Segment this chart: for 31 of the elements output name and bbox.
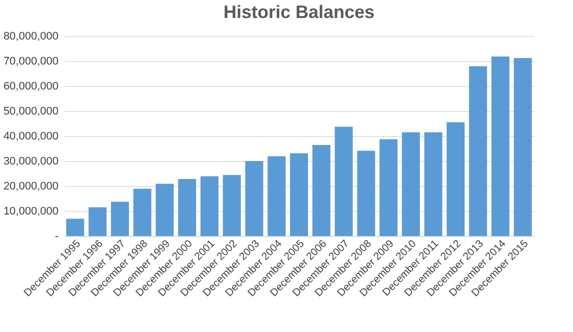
bar [446, 122, 465, 236]
y-tick-label: 40,000,000 [3, 130, 58, 142]
bar [334, 126, 353, 236]
bar [268, 156, 286, 236]
y-tick-label: 80,000,000 [3, 30, 58, 42]
bar [312, 145, 330, 236]
bar [222, 175, 241, 236]
bar [424, 132, 442, 236]
bar [133, 188, 152, 236]
bar [469, 66, 488, 236]
y-tick-label: 50,000,000 [3, 106, 58, 118]
y-tick-label: 30,000,000 [3, 156, 58, 168]
bar [245, 161, 264, 236]
bar [491, 56, 510, 236]
y-tick-label: 60,000,000 [3, 80, 58, 92]
chart-title: Historic Balances [223, 2, 375, 22]
bar [290, 153, 308, 236]
bar [402, 132, 420, 236]
bar [178, 179, 196, 236]
y-tick-label: 70,000,000 [3, 56, 58, 68]
bar [200, 176, 218, 236]
bar [156, 184, 174, 236]
y-tick-label: 20,000,000 [3, 180, 58, 192]
bar [514, 58, 532, 236]
bar [88, 207, 107, 236]
bar [357, 150, 376, 236]
y-tick-label: - [54, 230, 59, 242]
bar [380, 139, 398, 236]
bar [66, 218, 84, 236]
y-tick-label: 10,000,000 [3, 206, 58, 218]
bar [110, 202, 129, 236]
